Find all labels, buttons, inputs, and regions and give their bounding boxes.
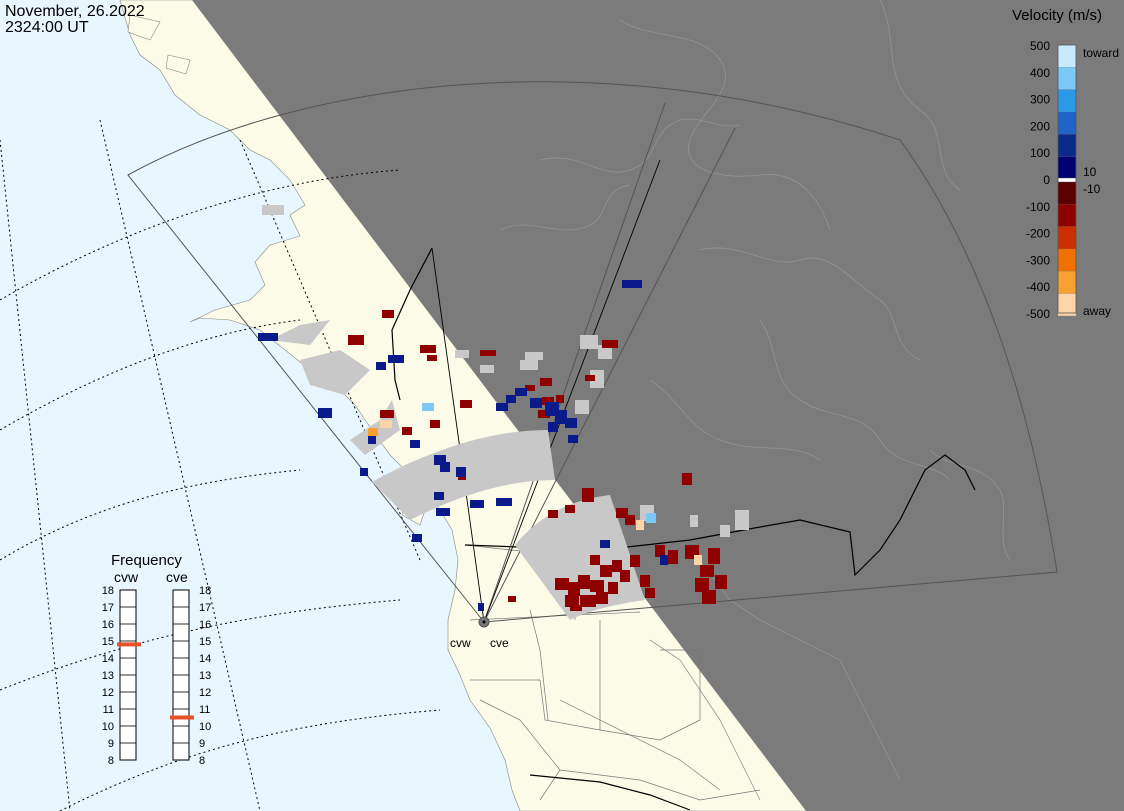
velocity-light-cells: [368, 403, 702, 565]
legend-color-segment: [1058, 156, 1076, 179]
frequency-scale-label: 18: [102, 585, 114, 597]
radar-beam-lines: [431, 159, 661, 623]
mexico-border: [529, 774, 691, 811]
island: [127, 14, 161, 41]
legend-color-segment: [1058, 112, 1076, 135]
legend-pos-threshold: 10: [1083, 165, 1097, 179]
legend-color-segment: [1058, 134, 1076, 157]
legend-color-segment: [1058, 293, 1076, 316]
legend-toward-label: toward: [1083, 46, 1119, 60]
legend-color-segment: [1058, 182, 1076, 205]
legend-tick-label: 200: [1030, 119, 1050, 133]
radar-label-east: cve: [490, 636, 509, 650]
legend-tick-label: -300: [1026, 253, 1050, 267]
frequency-title: Frequency: [111, 552, 182, 569]
frequency-scale-label: 12: [102, 687, 114, 699]
frequency-scale-label: 14: [102, 653, 114, 665]
frequency-scale-label: 15: [102, 636, 114, 648]
frequency-scale-label: 13: [102, 670, 114, 682]
legend-tick-label: -500: [1026, 307, 1050, 321]
radar-label-west: cvw: [450, 636, 471, 650]
legend-color-segment: [1058, 67, 1076, 90]
legend-color-segment: [1058, 271, 1076, 294]
frequency-right-label: cve: [166, 569, 188, 585]
legend-tick-label: 0: [1043, 173, 1050, 187]
frequency-rungs: [120, 589, 189, 761]
island: [165, 54, 191, 75]
legend-zero-band: [1057, 177, 1077, 183]
legend-neg-threshold: -10: [1083, 182, 1101, 196]
legend-color-bar: [1057, 44, 1077, 316]
frequency-scale-label: 10: [102, 721, 114, 733]
legend-color-segment: [1058, 226, 1076, 249]
frequency-scale-label: 17: [199, 602, 211, 614]
us-canada-border: [464, 454, 976, 577]
frequency-scale-label: 11: [103, 704, 114, 716]
legend-tick-label: 400: [1030, 66, 1050, 80]
velocity-legend: Velocity (m/s) 500 400 300 200 100 0 -100 -200 -…: [1012, 7, 1119, 321]
frequency-marker-cve: [170, 715, 194, 720]
frequency-scale-label: 12: [199, 687, 211, 699]
legend-color-segment: [1058, 249, 1076, 272]
legend-frame: [1057, 44, 1077, 314]
legend-tick-label: -200: [1026, 227, 1050, 241]
radar-site-marker: [482, 620, 486, 624]
legend-title: Velocity (m/s): [1012, 7, 1102, 24]
legend-color-segment: [1058, 45, 1076, 68]
legend-tick-label: 300: [1030, 93, 1050, 107]
time-label: 2324:00 UT: [5, 19, 89, 36]
legend-tick-labels: 500 400 300 200 100 0 -100 -200 -300 -400 -500: [1026, 39, 1050, 321]
frequency-panel: Frequency cvw cve 18 18 17 17 16 16 15 15 14 14 13…: [102, 552, 212, 767]
velocity-away-cells: [348, 310, 727, 611]
frequency-scale-label: 11: [199, 704, 210, 716]
legend-tick-label: -400: [1026, 280, 1050, 294]
legend-color-segment: [1058, 89, 1076, 112]
frequency-scale-label: 10: [199, 721, 211, 733]
frequency-scale-label: 9: [199, 738, 205, 750]
frequency-scale-label: 16: [199, 619, 211, 631]
legend-color-segment: [1058, 204, 1076, 227]
night-shading: [192, 0, 1124, 811]
frequency-scale-label: 13: [199, 670, 211, 682]
legend-away-label: away: [1083, 304, 1111, 318]
frequency-scale-labels: 18 18 17 17 16 16 15 15 14 14 13 13 12 12 11 11 10 10 9 9 8 8: [102, 585, 212, 767]
frequency-left-label: cvw: [114, 569, 139, 585]
velocity-toward-cells: [258, 280, 668, 611]
alaska-border: [391, 247, 433, 401]
legend-tick-label: 100: [1030, 146, 1050, 160]
night-coastlines: [499, 0, 1011, 801]
frequency-scale-label: 15: [199, 636, 211, 648]
frequency-scale-label: 8: [108, 755, 114, 767]
radar-sites: [478, 616, 490, 628]
date-label: November, 26.2022: [5, 3, 145, 20]
frequency-scale-label: 17: [102, 602, 114, 614]
frequency-scale-label: 8: [199, 755, 205, 767]
frequency-scale-label: 9: [108, 738, 114, 750]
legend-tick-label: -100: [1026, 200, 1050, 214]
frequency-scale-label: 18: [199, 585, 211, 597]
frequency-scale-label: 16: [102, 619, 114, 631]
legend-tick-label: 500: [1030, 39, 1050, 53]
frequency-marker-cvw: [117, 642, 141, 647]
frequency-scale-label: 14: [199, 653, 211, 665]
